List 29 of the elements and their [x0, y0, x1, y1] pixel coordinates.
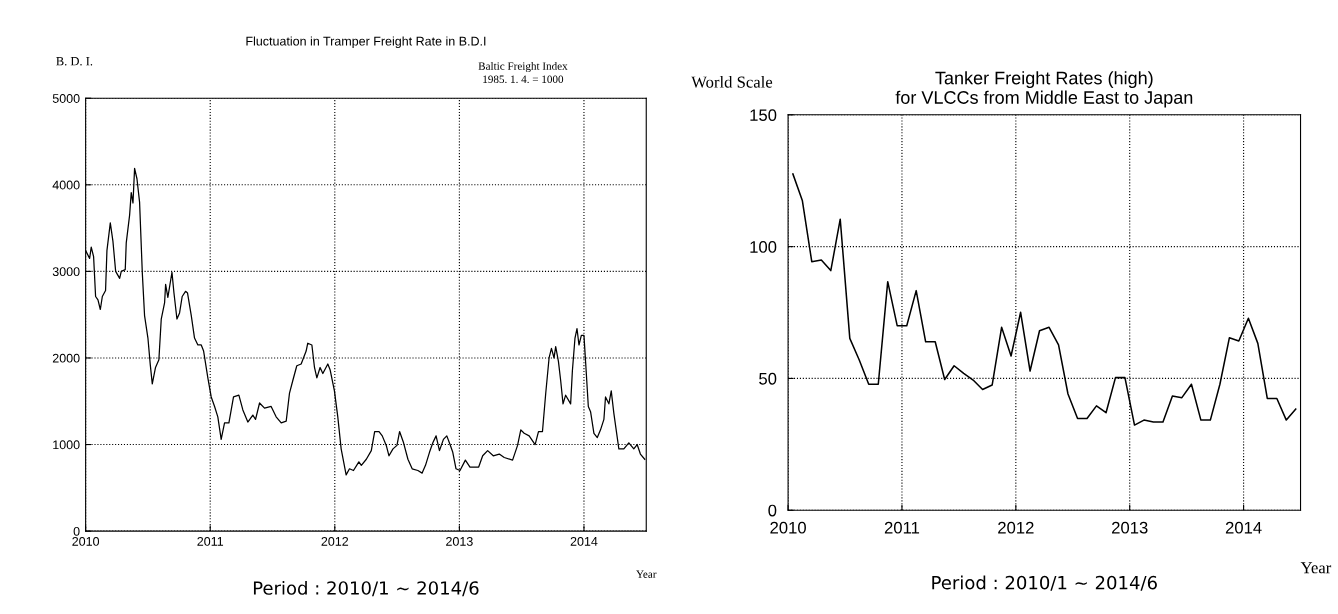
text: Baltic Freight Index 1985. 1. 4. = 1000 [478, 61, 568, 84]
x-tick-label: 2013 [446, 537, 473, 546]
y-tick-label: 3000 [52, 267, 80, 277]
x-tick-label: 2014 [570, 537, 598, 546]
x-tick-label: 2013 [1112, 521, 1148, 534]
y-tick-label: 150 [750, 109, 777, 122]
chart-title: Fluctuation in Tramper Freight Rate in B.D.I [246, 36, 486, 49]
chart-title: Tanker Freight Rates (high) for VLCCs from Middle East to Japan [895, 71, 1193, 108]
x-tick-label: 2012 [998, 521, 1034, 534]
y-tick-label: 0 [73, 526, 80, 536]
x-tick-label: 2014 [1225, 521, 1262, 534]
y-tick-label: 0 [768, 504, 777, 517]
x-tick-label: 2011 [884, 521, 920, 534]
x-tick-label: 2011 [197, 537, 224, 546]
text: Period : 2010/1 ∼ 2014/6 [932, 575, 1157, 591]
x-tick-label: 2010 [770, 521, 806, 534]
x-tick-label: 2012 [321, 537, 349, 546]
y-axis-title: World Scale [691, 75, 773, 88]
y-tick-label: 100 [750, 241, 777, 253]
y-tick-label: 2000 [52, 353, 80, 363]
text: Period : 2010/1 ∼ 2014/6 [253, 580, 479, 597]
y-tick-label: 5000 [52, 94, 80, 103]
x-axis-title: Year [1300, 562, 1332, 574]
y-tick-label: 4000 [52, 180, 80, 190]
y-axis-title: B. D. I. [56, 57, 93, 66]
x-tick-label: 2010 [72, 537, 100, 546]
y-tick-label: 50 [759, 372, 777, 385]
y-tick-label: 1000 [53, 440, 80, 450]
x-axis-title: Year [636, 570, 657, 578]
